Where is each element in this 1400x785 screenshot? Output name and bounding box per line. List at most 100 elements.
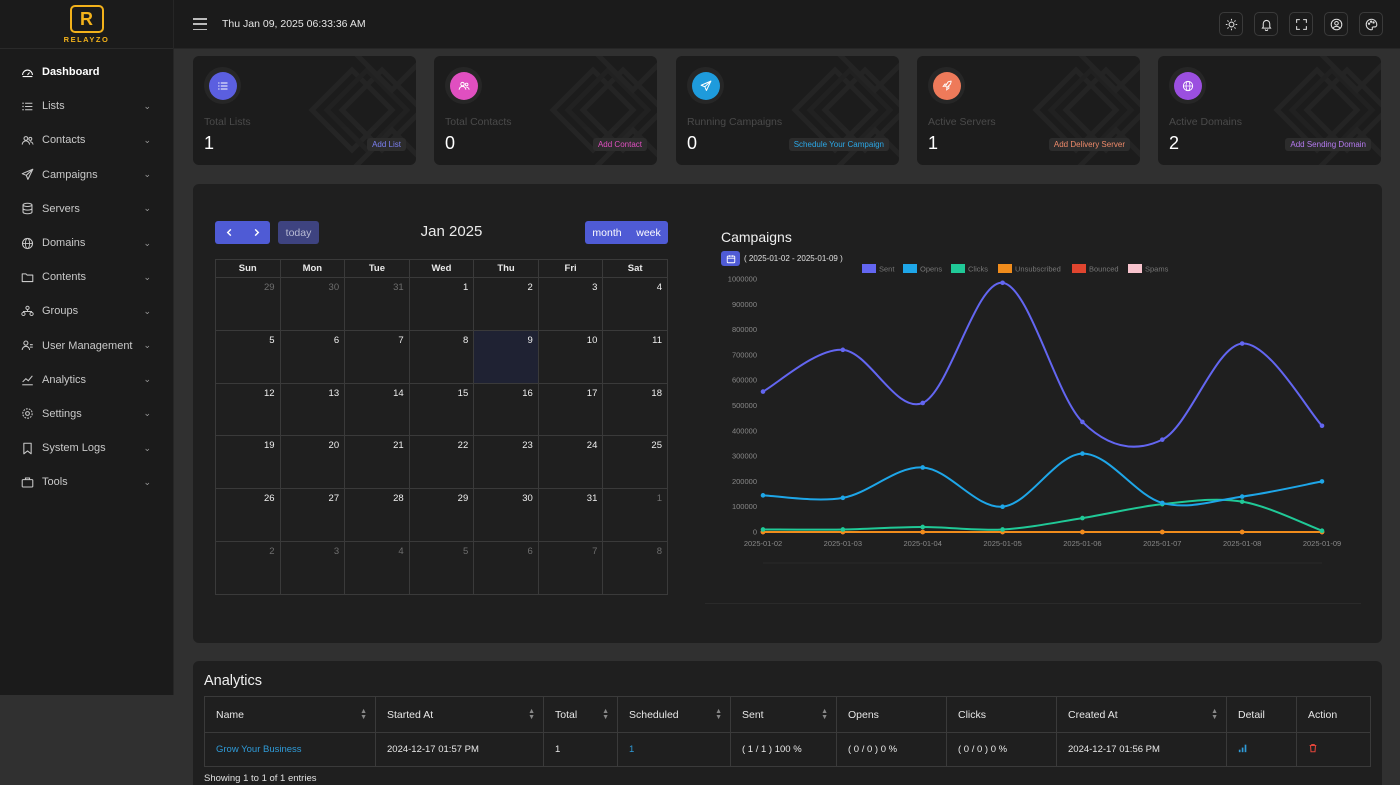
sidebar-item-system-logs[interactable]: System Logs ⌄ [0,431,173,465]
chevron-down-icon[interactable]: ⌄ [143,374,151,385]
calendar-day[interactable]: 11 [602,329,668,384]
calendar-day[interactable]: 4 [344,540,410,595]
sidebar-item-groups[interactable]: Groups ⌄ [0,294,173,328]
chevron-down-icon[interactable]: ⌄ [143,271,151,282]
calendar-day[interactable]: 13 [279,382,346,437]
calendar-day-today[interactable]: 9 [473,329,539,384]
calendar-day[interactable]: 15 [408,382,475,437]
calendar-day[interactable]: 31 [537,488,604,542]
calendar-day[interactable]: 6 [473,540,539,595]
column-header-total[interactable]: Total ▲ ▼ [543,696,618,733]
sidebar-item-lists[interactable]: Lists ⌄ [0,89,173,123]
calendar-day[interactable]: 8 [602,540,668,595]
card-action-button[interactable]: Add Sending Domain [1285,138,1371,151]
calendar-day[interactable]: 10 [537,329,604,384]
calendar-day[interactable]: 3 [279,540,346,595]
sidebar-item-user-management[interactable]: User Management ⌄ [0,329,173,363]
calendar-day[interactable]: 20 [279,435,346,490]
calendar-day[interactable]: 17 [537,382,604,437]
sort-icon[interactable]: ▲ ▼ [1211,708,1218,721]
chevron-down-icon[interactable]: ⌄ [143,408,151,419]
chevron-down-icon[interactable]: ⌄ [143,237,151,248]
sidebar-item-contacts[interactable]: Contacts ⌄ [0,123,173,157]
calendar-day[interactable]: 1 [602,488,668,542]
calendar-today-button[interactable]: today [278,221,319,244]
calendar-day[interactable]: 21 [344,435,410,490]
user-profile-icon[interactable] [1324,12,1348,36]
calendar-day[interactable]: 5 [215,329,281,384]
calendar-day[interactable]: 22 [408,435,475,490]
calendar-day[interactable]: 7 [537,540,604,595]
brand-logo[interactable]: R RELAYZO [0,0,173,49]
sort-icon[interactable]: ▲ ▼ [715,708,722,721]
sort-icon[interactable]: ▲ ▼ [360,708,367,721]
card-action-button[interactable]: Schedule Your Campaign [788,138,889,151]
chevron-down-icon[interactable]: ⌄ [143,305,151,316]
theme-toggle-icon[interactable] [1219,12,1243,36]
calendar-prev-button[interactable] [215,221,243,244]
palette-icon[interactable] [1359,12,1383,36]
column-header-name[interactable]: Name ▲ ▼ [204,696,376,733]
chevron-down-icon[interactable]: ⌄ [143,100,151,111]
sidebar-item-servers[interactable]: Servers ⌄ [0,192,173,226]
calendar-day[interactable]: 27 [279,488,346,542]
calendar-day[interactable]: 24 [537,435,604,490]
sidebar-item-analytics[interactable]: Analytics ⌄ [0,363,173,397]
calendar-day[interactable]: 30 [279,277,346,331]
chevron-down-icon[interactable]: ⌄ [143,442,151,453]
sort-icon[interactable]: ▲ ▼ [528,708,535,721]
calendar-day[interactable]: 3 [537,277,604,331]
calendar-day[interactable]: 12 [215,382,281,437]
column-header-sent[interactable]: Sent ▲ ▼ [730,696,837,733]
calendar-icon[interactable] [721,251,740,266]
chart-date-range[interactable]: ( 2025-01-02 - 2025-01-09 ) [721,251,843,266]
bar-chart-icon[interactable] [1238,743,1248,753]
sidebar-item-contents[interactable]: Contents ⌄ [0,260,173,294]
sidebar-item-domains[interactable]: Domains ⌄ [0,226,173,260]
calendar-day[interactable]: 2 [473,277,539,331]
calendar-day[interactable]: 14 [344,382,410,437]
sidebar-item-settings[interactable]: Settings ⌄ [0,397,173,431]
calendar-day[interactable]: 4 [602,277,668,331]
sidebar-item-tools[interactable]: Tools ⌄ [0,465,173,499]
column-header-created-at[interactable]: Created At ▲ ▼ [1056,696,1227,733]
column-header-started-at[interactable]: Started At ▲ ▼ [375,696,544,733]
card-action-button[interactable]: Add Delivery Server [1048,138,1130,151]
sort-icon[interactable]: ▲ ▼ [602,708,609,721]
notification-bell-icon[interactable] [1254,12,1278,36]
calendar-day[interactable]: 29 [215,277,281,331]
calendar-week-view-button[interactable]: week [629,221,668,244]
calendar-day[interactable]: 2 [215,540,281,595]
calendar-day[interactable]: 8 [408,329,475,384]
calendar-day[interactable]: 7 [344,329,410,384]
menu-toggle-icon[interactable] [193,18,207,30]
calendar-day[interactable]: 31 [344,277,410,331]
calendar-day[interactable]: 19 [215,435,281,490]
sidebar-item-campaigns[interactable]: Campaigns ⌄ [0,158,173,192]
column-header-scheduled[interactable]: Scheduled ▲ ▼ [617,696,731,733]
calendar-day[interactable]: 26 [215,488,281,542]
calendar-day[interactable]: 29 [408,488,475,542]
calendar-day[interactable]: 16 [473,382,539,437]
scheduled-link[interactable]: 1 [629,744,635,755]
sort-icon[interactable]: ▲ ▼ [821,708,828,721]
calendar-day[interactable]: 28 [344,488,410,542]
sidebar-item-dashboard[interactable]: Dashboard [0,55,173,89]
chevron-down-icon[interactable]: ⌄ [143,134,151,145]
campaign-link[interactable]: Grow Your Business [216,744,302,755]
trash-icon[interactable] [1308,743,1318,753]
chevron-down-icon[interactable]: ⌄ [143,203,151,214]
fullscreen-icon[interactable] [1289,12,1313,36]
calendar-day[interactable]: 30 [473,488,539,542]
calendar-day[interactable]: 23 [473,435,539,490]
calendar-day[interactable]: 5 [408,540,475,595]
card-action-button[interactable]: Add List [367,138,406,151]
calendar-next-button[interactable] [243,221,270,244]
calendar-day[interactable]: 6 [279,329,346,384]
chevron-down-icon[interactable]: ⌄ [143,476,151,487]
calendar-day[interactable]: 25 [602,435,668,490]
chevron-down-icon[interactable]: ⌄ [143,169,151,180]
chevron-down-icon[interactable]: ⌄ [143,340,151,351]
calendar-day[interactable]: 1 [408,277,475,331]
calendar-day[interactable]: 18 [602,382,668,437]
